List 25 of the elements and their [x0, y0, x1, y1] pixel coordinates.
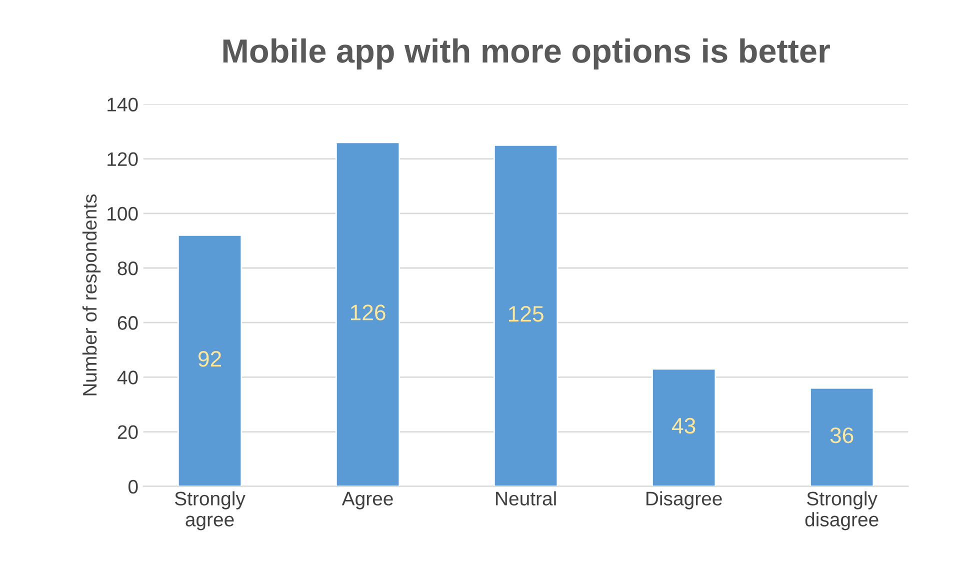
data-label: 43	[672, 418, 696, 434]
y-tick-label: 120	[108, 152, 138, 166]
bar	[177, 234, 242, 486]
x-tick-label: Agree	[342, 492, 393, 510]
y-tick-label: 140	[108, 98, 138, 112]
chart-title: Mobile app with more options is better	[223, 38, 830, 70]
bar	[652, 368, 716, 486]
x-tick-label: Strongly disagree	[805, 491, 878, 530]
x-tick-label: Strongly agree	[174, 491, 246, 530]
data-label: 125	[508, 306, 544, 322]
data-label: 36	[830, 427, 854, 444]
bar	[335, 142, 400, 486]
y-axis-title: Number of respondents	[82, 194, 101, 396]
y-tick-label: 20	[118, 425, 138, 440]
x-tick-label: Neutral	[496, 491, 556, 506]
y-tick-label: 60	[118, 316, 138, 330]
y-tick-label: 80	[118, 261, 138, 276]
x-tick-label: Disagree	[646, 491, 722, 510]
y-tick-label: 40	[117, 370, 138, 384]
bar	[810, 387, 874, 486]
y-tick-label: 100	[108, 206, 138, 221]
data-label: 92	[198, 351, 222, 367]
y-tick-label: 0	[128, 480, 138, 494]
bar	[494, 144, 558, 486]
data-label: 126	[350, 304, 386, 320]
